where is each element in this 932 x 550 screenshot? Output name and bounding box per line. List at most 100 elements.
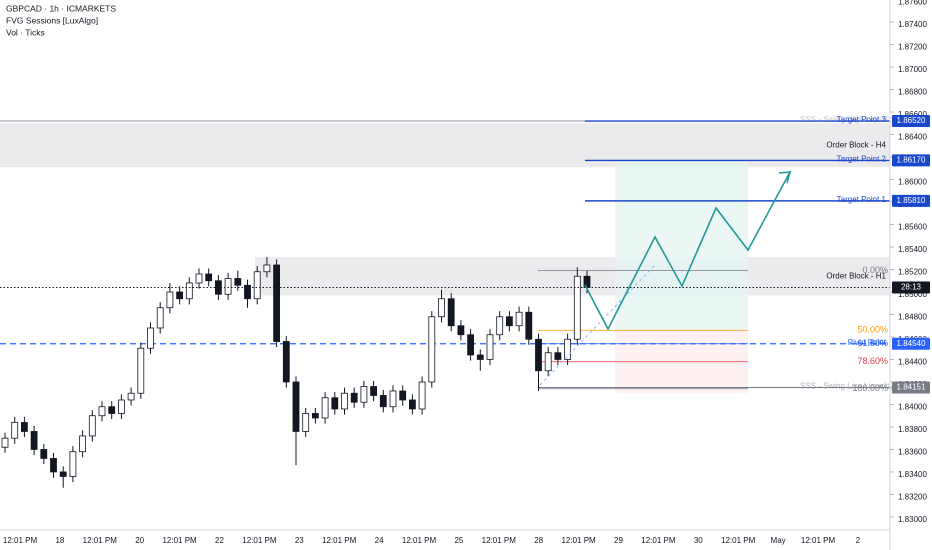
candle-body: [554, 352, 562, 360]
candle-body: [467, 334, 475, 356]
x-tick-label: 12:01 PM: [162, 536, 197, 545]
price-tag-label: 1.84540: [897, 339, 926, 348]
fib-label: 78.60%: [857, 356, 888, 366]
y-tick-label: 1.87400: [898, 20, 927, 29]
candle-body: [224, 278, 232, 295]
candle-body: [476, 354, 484, 360]
countdown-label: 28:13: [901, 283, 922, 292]
candle-body: [59, 471, 67, 477]
order-block-label: Order Block - H1: [826, 271, 886, 280]
candle-body: [544, 352, 552, 372]
candle-body: [108, 406, 116, 414]
candle-body: [486, 334, 494, 360]
y-tick-label: 1.87000: [898, 65, 927, 74]
candle-body: [408, 399, 416, 410]
x-tick-label: 18: [55, 536, 64, 545]
candle-body: [379, 395, 387, 408]
trend-guide: [539, 264, 656, 386]
x-tick-label: 12:01 PM: [242, 536, 277, 545]
y-tick-label: 1.87200: [898, 43, 927, 52]
candle-body: [505, 316, 513, 327]
candle-body: [195, 273, 203, 284]
x-tick-label: 12:01 PM: [83, 536, 118, 545]
candle-body: [137, 347, 145, 394]
y-tick-label: 1.86000: [898, 178, 927, 187]
candle-body: [244, 284, 251, 300]
candle-body: [496, 316, 504, 336]
candle-body: [79, 435, 86, 453]
x-tick-label: 22: [215, 536, 224, 545]
candle-body: [98, 406, 106, 417]
x-tick-label: 29: [614, 536, 623, 545]
candle-body: [515, 311, 523, 327]
candle-body: [11, 422, 19, 439]
candle-body: [525, 311, 533, 340]
level-label: SSS - Swing High Liquidity: [800, 115, 895, 124]
level-label: Target Point 2: [837, 155, 887, 164]
target-box: [615, 160, 748, 331]
candle-body: [1, 437, 9, 448]
y-tick-label: 1.84400: [898, 358, 927, 367]
candle-body: [282, 341, 290, 383]
candle-body: [234, 278, 242, 286]
price-tag: [892, 154, 930, 167]
candle-body: [457, 325, 465, 336]
candle-body: [341, 392, 348, 410]
candle-body: [399, 390, 407, 401]
candle-body: [50, 458, 57, 473]
candle-body: [370, 386, 378, 396]
x-tick-label: 12:01 PM: [482, 536, 517, 545]
y-tick-label: 1.83600: [898, 448, 927, 457]
price-tag: [892, 115, 930, 128]
candle-body: [118, 399, 125, 414]
candle-body: [127, 392, 135, 401]
x-tick-label: 20: [135, 536, 144, 545]
candle-body: [573, 275, 581, 340]
price-tag-label: 1.86520: [897, 116, 926, 125]
level-label: Pivot Point: [848, 338, 887, 347]
y-tick-label: 1.83000: [898, 515, 927, 524]
y-tick-label: 1.85400: [898, 245, 927, 254]
candle-body: [321, 397, 329, 419]
candle-body: [263, 264, 271, 273]
candle-body: [428, 316, 436, 383]
projection-path: [584, 171, 791, 331]
candle-body: [418, 381, 426, 410]
x-tick-label: 24: [375, 536, 384, 545]
candle-body: [302, 413, 310, 432]
indicator-name: FVG Sessions [LuxAlgo]: [6, 15, 98, 25]
candle-body: [438, 298, 445, 318]
candle-body: [88, 415, 96, 437]
price-tag-label: 1.84151: [897, 383, 926, 392]
candle-body: [253, 271, 261, 300]
countdown-tag: [892, 281, 930, 294]
candle-body: [156, 307, 164, 329]
y-tick-label: 1.84000: [898, 403, 927, 412]
chart-title: GBPCAD · 1h · ICMARKETS: [6, 3, 116, 13]
x-tick-label: 12:01 PM: [561, 536, 596, 545]
order-block-label: Order Block - H4: [826, 140, 886, 149]
x-tick-label: May: [771, 536, 786, 545]
y-tick-label: 1.86600: [898, 110, 927, 119]
candle-body: [350, 392, 358, 403]
x-tick-label: 23: [295, 536, 304, 545]
candle-body: [535, 338, 542, 372]
candle-body: [20, 422, 28, 432]
candle-body: [205, 273, 213, 282]
x-tick-label: 30: [694, 536, 703, 545]
x-tick-label: 28: [534, 536, 543, 545]
x-tick-label: 12:01 PM: [402, 536, 437, 545]
price-tag-label: 1.85810: [897, 196, 926, 205]
candle-body: [389, 390, 397, 408]
candle-body: [185, 282, 193, 300]
y-tick-label: 1.83400: [898, 470, 927, 479]
price-tag-label: 1.86170: [897, 156, 926, 165]
y-tick-label: 1.86400: [898, 133, 927, 142]
x-tick-label: 25: [454, 536, 463, 545]
y-tick-label: 1.84800: [898, 313, 927, 322]
level-label: SSS - Swing Low Liquidity: [800, 382, 893, 391]
price-tag: [892, 337, 930, 350]
y-tick-label: 1.85000: [898, 290, 927, 299]
candle-body: [447, 298, 455, 327]
